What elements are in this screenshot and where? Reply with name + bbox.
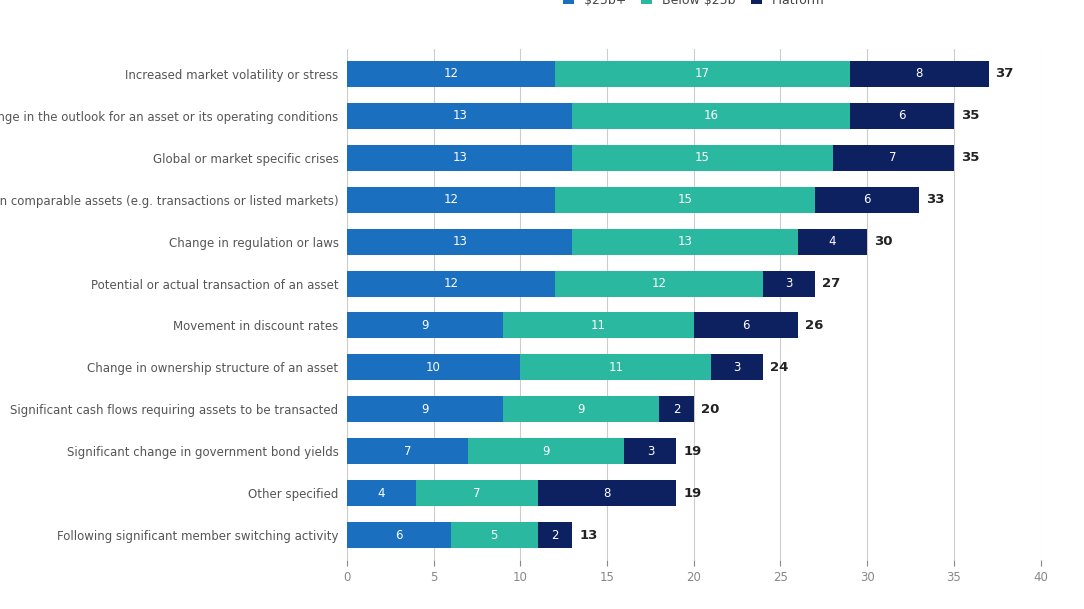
Bar	[347, 145, 572, 171]
Text: 33: 33	[926, 193, 944, 206]
Text: 12: 12	[443, 68, 459, 80]
Text: 13: 13	[452, 109, 467, 122]
Bar	[347, 187, 555, 213]
Bar	[538, 522, 572, 548]
Text: 6: 6	[396, 529, 402, 541]
Text: 11: 11	[591, 319, 606, 332]
Bar	[347, 438, 468, 464]
Text: 13: 13	[452, 235, 467, 248]
Text: 13: 13	[452, 151, 467, 164]
Text: 13: 13	[579, 529, 597, 541]
Bar	[763, 270, 815, 297]
Bar	[468, 438, 624, 464]
Bar	[572, 145, 833, 171]
Text: 9: 9	[578, 403, 584, 416]
Bar	[659, 396, 694, 422]
Text: 12: 12	[651, 277, 667, 290]
Bar	[833, 145, 954, 171]
Bar	[347, 61, 555, 87]
Text: 17: 17	[695, 68, 710, 80]
Text: 30: 30	[874, 235, 892, 248]
Bar	[815, 187, 919, 213]
Bar	[347, 522, 451, 548]
Text: 8: 8	[916, 68, 922, 80]
Bar	[711, 354, 763, 381]
Text: 9: 9	[543, 445, 550, 458]
Text: 35: 35	[960, 109, 979, 122]
Bar	[347, 228, 572, 255]
Text: 9: 9	[422, 319, 428, 332]
Text: 3: 3	[786, 277, 792, 290]
Bar	[572, 228, 798, 255]
Bar	[347, 270, 555, 297]
Text: 27: 27	[822, 277, 840, 290]
Text: 2: 2	[673, 403, 680, 416]
Bar	[503, 396, 659, 422]
Bar	[347, 480, 416, 506]
Text: 24: 24	[770, 361, 788, 374]
Text: 3: 3	[734, 361, 740, 374]
Text: 7: 7	[404, 445, 411, 458]
Bar	[347, 396, 503, 422]
Bar	[555, 270, 763, 297]
Bar	[347, 103, 572, 129]
Bar	[451, 522, 538, 548]
Text: 4: 4	[378, 487, 385, 500]
Bar	[520, 354, 711, 381]
Bar	[850, 61, 989, 87]
Text: 6: 6	[864, 193, 870, 206]
Bar	[347, 354, 520, 381]
Bar	[798, 228, 867, 255]
Bar	[555, 187, 815, 213]
Text: 3: 3	[647, 445, 654, 458]
Text: 20: 20	[700, 403, 719, 416]
Legend: $25b+, Below $25b, Platform: $25b+, Below $25b, Platform	[563, 0, 825, 7]
Text: 7: 7	[474, 487, 480, 500]
Text: 19: 19	[683, 445, 701, 458]
Bar	[538, 480, 676, 506]
Text: 7: 7	[890, 151, 896, 164]
Bar	[624, 438, 676, 464]
Text: 16: 16	[704, 109, 719, 122]
Text: 15: 15	[695, 151, 710, 164]
Text: 11: 11	[608, 361, 623, 374]
Text: 2: 2	[552, 529, 558, 541]
Text: 10: 10	[426, 361, 441, 374]
Text: 15: 15	[678, 193, 693, 206]
Text: 12: 12	[443, 193, 459, 206]
Bar	[416, 480, 538, 506]
Text: 35: 35	[960, 151, 979, 164]
Bar	[555, 61, 850, 87]
Bar	[850, 103, 954, 129]
Text: 6: 6	[899, 109, 905, 122]
Bar	[503, 312, 694, 339]
Bar	[572, 103, 850, 129]
Text: 4: 4	[829, 235, 836, 248]
Text: 19: 19	[683, 487, 701, 500]
Text: 12: 12	[443, 277, 459, 290]
Bar	[694, 312, 798, 339]
Text: 37: 37	[995, 68, 1014, 80]
Text: 8: 8	[604, 487, 610, 500]
Bar	[347, 312, 503, 339]
Text: 13: 13	[678, 235, 693, 248]
Text: 9: 9	[422, 403, 428, 416]
Text: 5: 5	[491, 529, 498, 541]
Text: 26: 26	[804, 319, 823, 332]
Text: 6: 6	[743, 319, 749, 332]
